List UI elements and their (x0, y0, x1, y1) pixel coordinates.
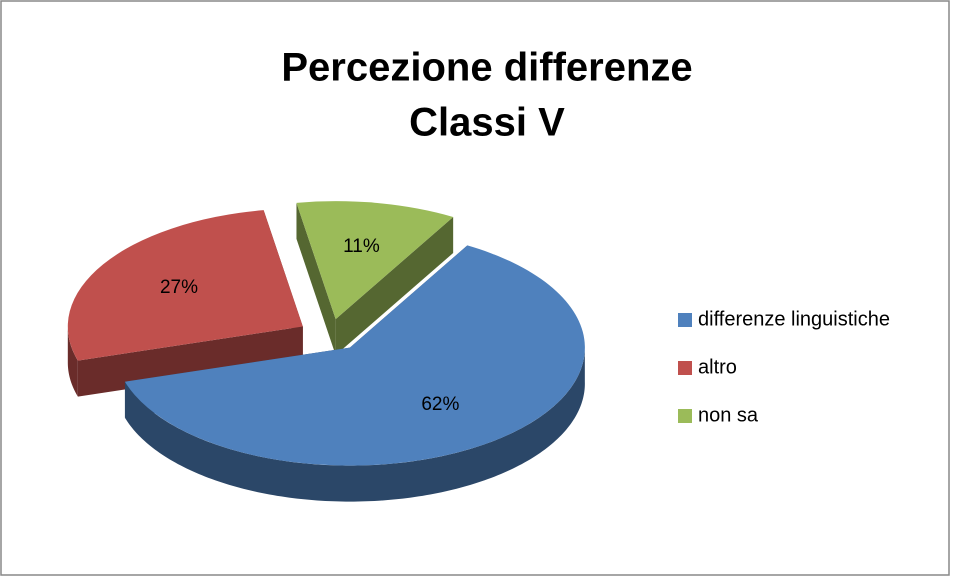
data-label: 27% (160, 277, 198, 298)
legend-label: differenze linguistiche (698, 308, 890, 330)
slice (124, 245, 585, 466)
legend-swatch (678, 361, 692, 375)
chart-title: Percezione differenze (281, 46, 692, 90)
slice-side (296, 202, 336, 356)
slice (67, 210, 303, 361)
legend-swatch (678, 409, 692, 423)
slice-side (125, 345, 585, 502)
data-label: 62% (421, 394, 459, 415)
slice (296, 201, 454, 320)
data-label: 11% (343, 236, 380, 257)
legend-swatch (678, 313, 692, 327)
slice-side (67, 326, 78, 397)
legend-label: altro (698, 356, 737, 378)
slice-side (335, 216, 454, 356)
slice-side (77, 326, 303, 397)
legend-label: non sa (698, 404, 759, 426)
chart-title: Classi V (409, 101, 565, 145)
